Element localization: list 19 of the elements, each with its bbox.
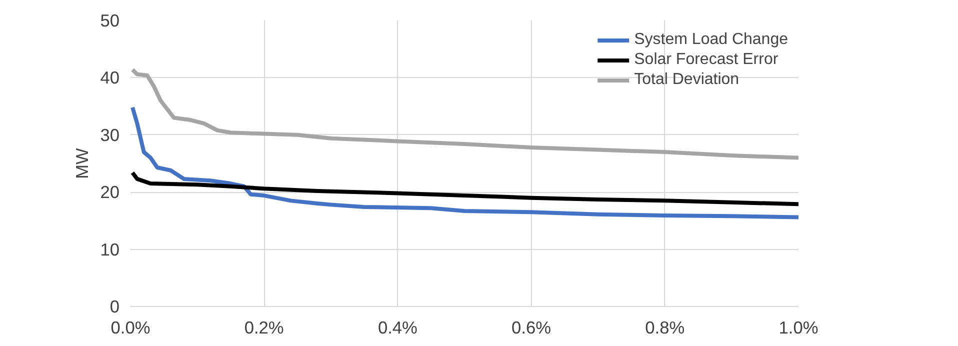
y-tick-label: 30 [100,124,120,145]
x-tick-label: 0.2% [244,318,284,338]
x-tick-label: 1.0% [778,318,818,338]
y-tick-label: 50 [100,10,120,30]
legend-label: Total Deviation [634,71,740,89]
line-series [130,170,798,206]
y-axis-title: MW [72,147,92,179]
legend-label: Solar Forecast Error [634,51,778,69]
line-series [130,105,798,220]
x-tick-label: 0.4% [378,318,418,338]
y-tick-label: 10 [100,239,120,260]
x-tick-label: 0.8% [645,318,685,338]
x-tick-label: 0.0% [110,318,150,338]
y-tick-label: 0 [110,296,120,316]
y-tick-label: 40 [100,68,120,88]
x-tick-label: 0.6% [512,318,552,338]
y-tick-label: 20 [100,182,120,202]
line-series [130,68,798,160]
legend-label: System Load Change [634,31,788,49]
